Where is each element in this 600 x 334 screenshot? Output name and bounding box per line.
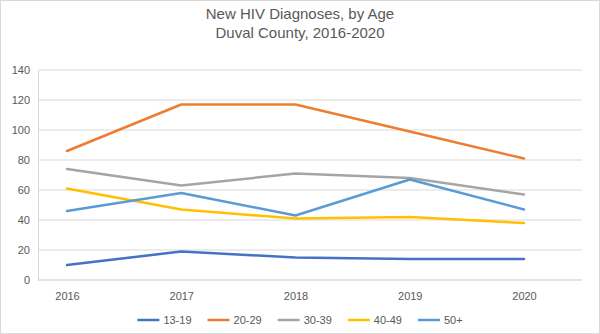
- legend-label: 40-49: [374, 314, 402, 326]
- grid-line: [38, 160, 582, 161]
- y-tick-label: 120: [12, 94, 30, 106]
- grid-line: [38, 280, 582, 281]
- grid-line: [38, 70, 582, 71]
- title: New HIV Diagnoses, by Age: [206, 5, 394, 22]
- legend: 13-19 20-29 30-39 40-49 50+: [137, 314, 462, 326]
- legend-item: 20-29: [208, 314, 262, 326]
- grid-line: [38, 220, 582, 221]
- series-line: [67, 180, 524, 216]
- x-tick: 2017: [170, 280, 194, 302]
- x-tick-label: 2019: [398, 290, 422, 302]
- legend-item: 13-19: [137, 314, 191, 326]
- series-line: [67, 189, 524, 224]
- series-line: [67, 252, 524, 266]
- legend-item: 50+: [418, 314, 463, 326]
- y-axis-line: [38, 71, 39, 281]
- y-tick: 0: [24, 274, 38, 286]
- legend-swatch: [278, 319, 300, 322]
- legend-item: 30-39: [278, 314, 332, 326]
- y-tick: 120: [12, 94, 38, 106]
- chart: New HIV Diagnoses, by Age Duval County, 2…: [0, 0, 600, 334]
- x-tick: 2019: [398, 280, 422, 302]
- x-tick: 2018: [284, 280, 308, 302]
- legend-label: 50+: [444, 314, 463, 326]
- series-line: [67, 105, 524, 159]
- x-tick-label: 2018: [284, 290, 308, 302]
- y-tick: 20: [18, 244, 38, 256]
- x-tick-label: 2017: [170, 290, 194, 302]
- legend-label: 13-19: [163, 314, 191, 326]
- y-tick: 140: [12, 64, 38, 76]
- legend-swatch: [348, 319, 370, 322]
- y-tick-label: 40: [18, 214, 30, 226]
- y-tick-label: 0: [24, 274, 30, 286]
- y-tick-label: 100: [12, 124, 30, 136]
- y-tick-label: 140: [12, 64, 30, 76]
- y-tick-label: 60: [18, 184, 30, 196]
- y-tick: 40: [18, 214, 38, 226]
- plot-area: [67, 105, 524, 266]
- y-tick-label: 80: [18, 154, 30, 166]
- background: [1, 1, 600, 334]
- legend-label: 20-29: [234, 314, 262, 326]
- x-axis: 2016 2017 2018 2019 2020: [38, 280, 582, 302]
- legend-swatch: [208, 319, 230, 322]
- y-tick-label: 20: [18, 244, 30, 256]
- x-axis-line: [38, 280, 582, 281]
- legend-item: 40-49: [348, 314, 402, 326]
- subtitle: Duval County, 2016-2020: [216, 24, 385, 41]
- x-tick-label: 2016: [55, 290, 79, 302]
- grid: [38, 70, 582, 280]
- y-tick: 80: [18, 154, 38, 166]
- x-tick: 2016: [55, 280, 79, 302]
- legend-swatch: [137, 319, 159, 322]
- legend-swatch: [418, 319, 440, 322]
- y-tick: 100: [12, 124, 38, 136]
- y-tick: 60: [18, 184, 38, 196]
- legend-label: 30-39: [304, 314, 332, 326]
- grid-line: [38, 100, 582, 101]
- grid-line: [38, 250, 582, 251]
- y-axis: 0 20 40 60 80 100 120 140: [12, 64, 39, 286]
- x-tick-label: 2020: [512, 290, 536, 302]
- x-tick: 2020: [512, 280, 536, 302]
